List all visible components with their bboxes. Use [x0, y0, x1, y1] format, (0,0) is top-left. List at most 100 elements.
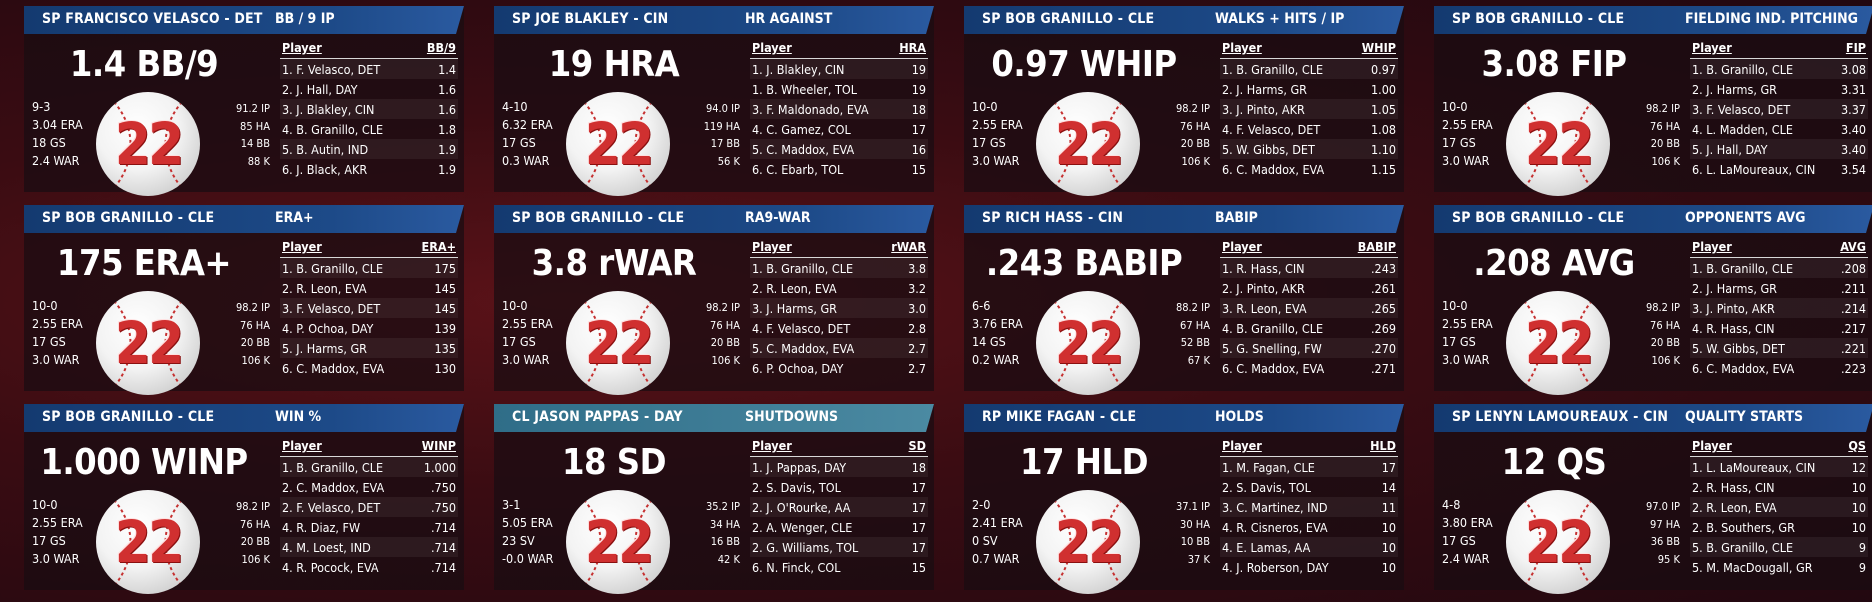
summary-line: 94.0 IP	[705, 102, 740, 115]
player-cell: 2. F. Velasco, DET	[282, 500, 381, 515]
table-row: 6. J. Black, AKR 1.9	[280, 159, 458, 179]
player-cell: 4. M. Loest, IND	[282, 540, 371, 555]
player-column-header: Player	[1222, 438, 1262, 453]
headline-stat: 3.08 FIP	[1481, 44, 1627, 85]
summary-line: 17 BB	[710, 137, 740, 150]
summary-line: 106 K	[711, 353, 740, 367]
player-cell: 6. N. Finck, COL	[752, 560, 841, 575]
summary-line: 106 K	[1651, 353, 1680, 367]
table-row: 3. F. Maldonado, EVA 18	[750, 99, 928, 119]
player-column-header: Player	[1222, 40, 1262, 55]
baseball-number-icon: 22	[1036, 291, 1140, 395]
leader-card: SP BOB GRANILLO - CLE WIN % 1.000 WINP 10-0…	[24, 404, 464, 594]
summary-line: 6-6	[972, 298, 991, 313]
table-row: 5. B. Autin, IND 1.9	[280, 139, 458, 159]
summary-line: 20 BB	[710, 336, 740, 349]
table-row: 2. R. Leon, EVA 3.2	[750, 278, 928, 298]
summary-line: 67 K	[1187, 353, 1210, 367]
table-row: 2. R. Leon, EVA 10	[1690, 497, 1868, 517]
value-cell: 15	[911, 162, 926, 177]
stat-title: ERA+	[275, 210, 314, 226]
baseball-number-icon: 22	[96, 291, 200, 395]
summary-line: 10-0	[502, 298, 528, 313]
player-cell: 5. C. Maddox, EVA	[752, 142, 855, 157]
card-header: SP BOB GRANILLO - CLE WIN %	[24, 404, 464, 432]
value-cell: 1.9	[438, 162, 456, 177]
player-cell: 1. J. Pappas, DAY	[752, 460, 847, 475]
summary-line: 76 HA	[240, 318, 270, 332]
headline-stat: 17 HLD	[1020, 442, 1148, 483]
pitcher-summary-left: 3-1 5.05 ERA 23 SV -0.0 WAR	[502, 496, 553, 568]
pitcher-summary-left: 10-0 2.55 ERA 17 GS 3.0 WAR	[972, 98, 1023, 170]
player-cell: 4. R. Diaz, FW	[282, 520, 361, 535]
value-cell: 2.7	[908, 361, 926, 376]
summary-line: 30 HA	[1180, 517, 1210, 531]
table-row: 4. R. Diaz, FW .714	[280, 517, 458, 537]
table-row: 5. B. Granillo, CLE 9	[1690, 537, 1868, 557]
summary-line: 3.76 ERA	[972, 316, 1023, 331]
summary-line: 98.2 IP	[705, 301, 740, 314]
summary-line: 17 GS	[502, 135, 536, 150]
player-cell: 3. J. Harms, GR	[752, 301, 837, 316]
summary-line: 3-1	[502, 497, 521, 512]
player-cell: 1. B. Granillo, CLE	[282, 261, 384, 276]
value-cell: 3.54	[1840, 162, 1866, 177]
summary-line: 0 SV	[972, 533, 998, 548]
table-row: 1. J. Pappas, DAY 18	[750, 457, 928, 477]
value-cell: .243	[1370, 261, 1396, 276]
value-cell: 1.4	[438, 62, 456, 77]
player-cell: 3. R. Leon, EVA	[1222, 301, 1307, 316]
table-row: 2. J. Pinto, AKR .261	[1220, 278, 1398, 298]
summary-line: 76 HA	[240, 517, 270, 531]
player-cell: 6. C. Ebarb, TOL	[752, 162, 844, 177]
player-cell: 4. F. Velasco, DET	[752, 321, 851, 336]
value-cell: 3.8	[908, 261, 926, 276]
value-cell: 1.9	[438, 142, 456, 157]
player-cell: 4. C. Gamez, COL	[752, 122, 851, 137]
jersey-number: 22	[584, 110, 655, 178]
stat-column-header: BB/9	[426, 40, 456, 55]
value-cell: 1.6	[438, 102, 456, 117]
player-cell: 1. B. Granillo, CLE	[752, 261, 854, 276]
summary-line: 3.80 ERA	[1442, 515, 1493, 530]
player-cell: 4. B. Granillo, CLE	[282, 122, 384, 137]
table-row: 2. S. Davis, TOL 14	[1220, 477, 1398, 497]
summary-line: 3.0 WAR	[1442, 352, 1490, 367]
value-cell: 10	[1381, 520, 1396, 535]
baseball-number-icon: 22	[566, 291, 670, 395]
pitcher-name: SP FRANCISCO VELASCO - DET	[42, 11, 263, 27]
player-cell: 3. J. Blakley, CIN	[282, 102, 375, 117]
summary-line: 3.04 ERA	[32, 117, 83, 132]
table-row: 1. F. Velasco, DET 1.4	[280, 59, 458, 79]
table-row: 5. C. Maddox, EVA 16	[750, 139, 928, 159]
player-cell: 2. J. Harms, GR	[1692, 82, 1777, 97]
stat-title: QUALITY STARTS	[1685, 409, 1804, 425]
value-cell: 9	[1858, 540, 1866, 555]
table-row: 1. B. Granillo, CLE 175	[280, 258, 458, 278]
card-header: RP MIKE FAGAN - CLE HOLDS	[964, 404, 1404, 432]
summary-line: 98.2 IP	[1175, 102, 1210, 115]
leader-table: Player WINP 1. B. Granillo, CLE 1.000 2. C. …	[280, 438, 458, 577]
pitcher-summary-right: 98.2 IP 76 HA 20 BB 106 K	[214, 299, 270, 369]
table-row: 4. J. Roberson, DAY 10	[1220, 557, 1398, 577]
player-cell: 3. F. Velasco, DET	[1692, 102, 1791, 117]
value-cell: 1.10	[1370, 142, 1396, 157]
summary-line: 2.55 ERA	[1442, 117, 1493, 132]
summary-line: 2.55 ERA	[972, 117, 1023, 132]
player-cell: 1. J. Blakley, CIN	[752, 62, 845, 77]
player-column-header: Player	[1222, 239, 1262, 254]
value-cell: 16	[911, 142, 926, 157]
stat-column-header: SD	[908, 438, 926, 453]
value-cell: .714	[430, 540, 456, 555]
player-column-header: Player	[752, 438, 792, 453]
table-header: Player SD	[750, 438, 928, 457]
jersey-number: 22	[1054, 110, 1125, 178]
summary-line: 20 BB	[240, 535, 270, 548]
table-header: Player ERA+	[280, 239, 458, 258]
player-cell: 3. F. Maldonado, EVA	[752, 102, 869, 117]
player-column-header: Player	[282, 438, 322, 453]
leader-table: Player QS 1. L. LaMoureaux, CIN 12 2. R. Has…	[1690, 438, 1868, 577]
stat-column-header: rWAR	[891, 239, 926, 254]
summary-line: 17 GS	[1442, 533, 1476, 548]
value-cell: 3.08	[1840, 62, 1866, 77]
